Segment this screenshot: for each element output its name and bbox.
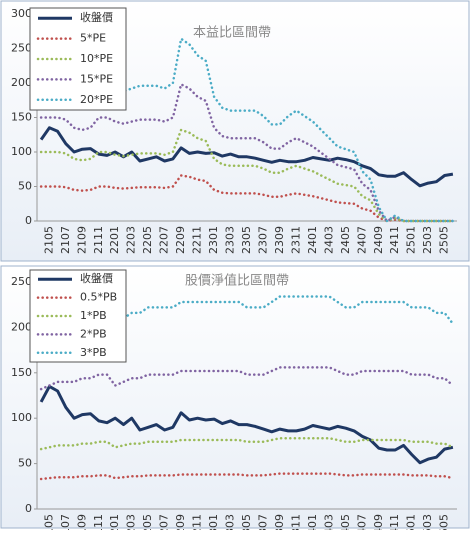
x-tick-label: 2207 [158, 226, 171, 254]
y-tick-label: 0 [25, 502, 32, 515]
x-tick-label: 2107 [59, 514, 72, 530]
x-tick-label: 2405 [339, 226, 352, 254]
x-tick-label: 2407 [355, 226, 368, 254]
series-line [39, 128, 455, 223]
x-tick-label: 2209 [174, 226, 187, 254]
x-tick-label: 2305 [240, 514, 253, 530]
y-tick-label: 200 [11, 76, 32, 89]
y-tick-label: 0 [25, 214, 32, 227]
x-tick-label: 2301 [207, 514, 220, 530]
x-tick-label: 2307 [256, 514, 269, 530]
x-tick-label: 2203 [125, 514, 138, 530]
legend-label: 收盤價 [80, 10, 113, 24]
x-tick-label: 2401 [306, 226, 319, 254]
legend-label: 5*PE [80, 32, 106, 45]
x-tick-label: 2403 [322, 226, 335, 254]
legend-label: 3*PB [80, 346, 107, 359]
legend-label: 20*PE [80, 93, 113, 106]
x-tick-label: 2311 [289, 514, 302, 530]
x-tick-label: 2201 [108, 514, 121, 530]
x-tick-label: 2205 [141, 514, 154, 530]
chart-title: 本益比區間帶 [193, 26, 271, 41]
legend-label: 2*PB [80, 327, 107, 340]
x-tick-label: 2309 [273, 514, 286, 530]
y-tick-label: 200 [11, 320, 32, 333]
x-tick-label: 2107 [59, 226, 72, 254]
x-tick-label: 2405 [339, 514, 352, 530]
x-tick-label: 2407 [355, 514, 368, 530]
x-tick-label: 2311 [289, 226, 302, 254]
y-tick-label: 150 [11, 366, 32, 379]
x-tick-label: 2111 [92, 514, 105, 530]
legend-label: 0.5*PB [80, 291, 117, 304]
x-tick-label: 2505 [438, 226, 451, 254]
x-tick-label: 2203 [125, 226, 138, 254]
y-tick-label: 250 [11, 42, 32, 55]
series-line [39, 384, 454, 465]
x-tick-label: 2403 [322, 514, 335, 530]
legend-label: 15*PE [80, 72, 113, 85]
series-line [39, 126, 454, 188]
x-tick-label: 2503 [421, 514, 434, 530]
x-tick-label: 2303 [224, 514, 237, 530]
y-tick-label: 300 [11, 7, 32, 20]
y-tick-label: 100 [11, 411, 32, 424]
series-line [39, 472, 455, 481]
series-line [39, 436, 455, 451]
x-tick-label: 2411 [388, 226, 401, 254]
x-tick-label: 2201 [108, 226, 121, 254]
x-tick-label: 2301 [207, 226, 220, 254]
chart-title: 股價淨值比區間帶 [185, 273, 289, 289]
x-tick-label: 2105 [42, 226, 55, 254]
legend: 收盤價 5*PE 10*PE 15*PE 20*PE [29, 7, 127, 111]
y-tick-label: 50 [18, 180, 32, 193]
legend-label: 1*PB [80, 309, 107, 322]
legend-label: 收盤價 [80, 271, 113, 285]
series-line [39, 174, 455, 223]
x-tick-label: 2307 [256, 226, 269, 254]
y-tick-label: 100 [11, 145, 32, 158]
x-tick-label: 2503 [421, 226, 434, 254]
y-tick-label: 50 [18, 457, 32, 470]
x-tick-label: 2505 [438, 514, 451, 530]
x-tick-label: 2305 [240, 226, 253, 254]
x-tick-label: 2501 [405, 226, 418, 254]
x-tick-label: 2211 [191, 514, 204, 530]
x-tick-label: 2411 [388, 514, 401, 530]
legend: 收盤價 0.5*PB 1*PB 2*PB 3*PB [29, 269, 127, 363]
x-tick-label: 2303 [224, 226, 237, 254]
x-tick-label: 2211 [191, 226, 204, 254]
series-line [39, 366, 455, 391]
x-tick-label: 2401 [306, 514, 319, 530]
x-tick-label: 2205 [141, 226, 154, 254]
x-tick-label: 2501 [405, 514, 418, 530]
x-tick-label: 2309 [273, 226, 286, 254]
x-tick-label: 2409 [372, 226, 385, 254]
x-tick-label: 2409 [372, 514, 385, 530]
y-tick-label: 150 [11, 111, 32, 124]
y-tick-label: 250 [11, 275, 32, 288]
x-tick-label: 2207 [158, 514, 171, 530]
x-tick-label: 2109 [75, 226, 88, 254]
x-tick-label: 2105 [42, 514, 55, 530]
x-tick-label: 2209 [174, 514, 187, 530]
legend-label: 10*PE [80, 52, 113, 65]
series-line [39, 83, 455, 223]
x-tick-label: 2111 [92, 226, 105, 254]
x-tick-label: 2109 [75, 514, 88, 530]
